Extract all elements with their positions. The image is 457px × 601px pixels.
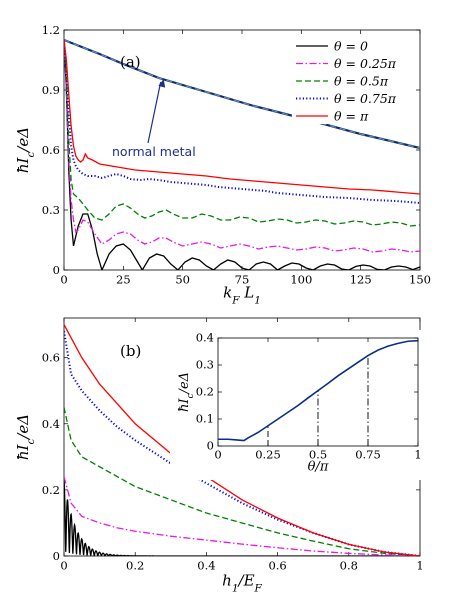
y-tick-label: 0.4 [42, 417, 60, 431]
plot-area [64, 38, 420, 270]
x-tick-label: 0.75 [355, 448, 381, 462]
y-tick-label: 0.3 [42, 203, 60, 217]
x-tick-label: 125 [350, 273, 372, 287]
panel-b: 0 0.2 0.4 0.6 0.8 1 0 0.2 0.4 0.6 h1/EF ħIc/eΔ (b) [14, 317, 424, 595]
x-tick-label: 100 [290, 273, 312, 287]
inset-series-line [218, 339, 418, 442]
x-tick-label: 0.8 [340, 559, 358, 573]
x-tick-label: 1 [414, 448, 421, 462]
series-line-0 [64, 39, 420, 270]
legend-label: θ = 0.75π [334, 91, 397, 106]
x-tick-label: 1 [416, 559, 423, 573]
x-axis-label: θ/π [308, 460, 329, 475]
series-line-2 [64, 407, 420, 556]
series-normal-metal-dash [64, 39, 420, 149]
series-line-2 [64, 39, 420, 227]
series-line-4 [64, 39, 420, 195]
series-line-1 [64, 476, 420, 556]
legend-label: θ = 0.25π [334, 56, 397, 71]
x-axis-label: h1/EF [222, 572, 262, 595]
x-tick-label: 0.25 [255, 448, 281, 462]
legend-label: θ = π [334, 109, 369, 124]
y-tick-label: 1.2 [42, 23, 60, 37]
y-axis-label: ħIc/eΔ [14, 127, 37, 173]
panel-label-a: (a) [120, 53, 141, 71]
y-tick-label: 0.2 [196, 385, 214, 399]
legend-label: θ = 0.5π [334, 74, 389, 89]
series-line-3 [64, 39, 420, 204]
annotation-arrow [147, 81, 162, 144]
y-tick-label: 0.6 [42, 143, 60, 157]
y-tick-label: 0.4 [196, 331, 214, 345]
y-tick-label: 0 [53, 549, 60, 563]
y-axis-label: ħIc/eΔ [14, 414, 37, 460]
legend-box [292, 34, 416, 124]
series-line-0 [64, 479, 420, 556]
x-tick-label: 75 [235, 273, 250, 287]
x-tick-label: 0 [60, 559, 67, 573]
y-axis-label: ħIc/eΔ [177, 372, 196, 412]
x-tick-label: 0 [214, 448, 221, 462]
panel-label-b: (b) [120, 342, 141, 360]
x-tick-label: 0.4 [197, 559, 215, 573]
x-tick-label: 50 [175, 273, 190, 287]
y-tick-label: 0.6 [42, 351, 60, 365]
x-tick-label: 0.5 [309, 448, 327, 462]
normal-metal-annotation: normal metal [112, 144, 196, 159]
y-tick-label: 0.2 [42, 483, 60, 497]
panel-a: 0 25 50 75 100 125 150 0 0.3 0.6 0.9 1.2 kF L1 ħIc/eΔ… [14, 23, 431, 306]
plot-area [218, 339, 418, 446]
x-tick-label: 0 [60, 273, 67, 287]
x-tick-label: 25 [116, 273, 131, 287]
x-tick-label: 0.2 [126, 559, 144, 573]
y-tick-label: 0.9 [42, 83, 60, 97]
annotation-arrowhead [158, 79, 166, 88]
y-tick-label: 0.3 [196, 358, 214, 372]
legend-label: θ = 0 [334, 39, 368, 54]
x-tick-label: 0.6 [268, 559, 286, 573]
x-tick-label: 150 [409, 273, 431, 287]
y-tick-label: 0.1 [196, 412, 214, 426]
y-tick-label: 0 [53, 263, 60, 277]
inset-background [170, 330, 422, 480]
y-tick-label: 0 [207, 439, 214, 453]
x-axis-label: kF L1 [223, 284, 261, 307]
series-line-1 [64, 39, 420, 253]
panel-b-inset: 0 0.25 0.5 0.75 1 0 0.1 0.2 0.3 0.4 θ/π ħIc/eΔ [170, 330, 422, 480]
legend: θ = 0 θ = 0.25π θ = 0.5π θ = 0.75π θ = π [292, 34, 416, 124]
